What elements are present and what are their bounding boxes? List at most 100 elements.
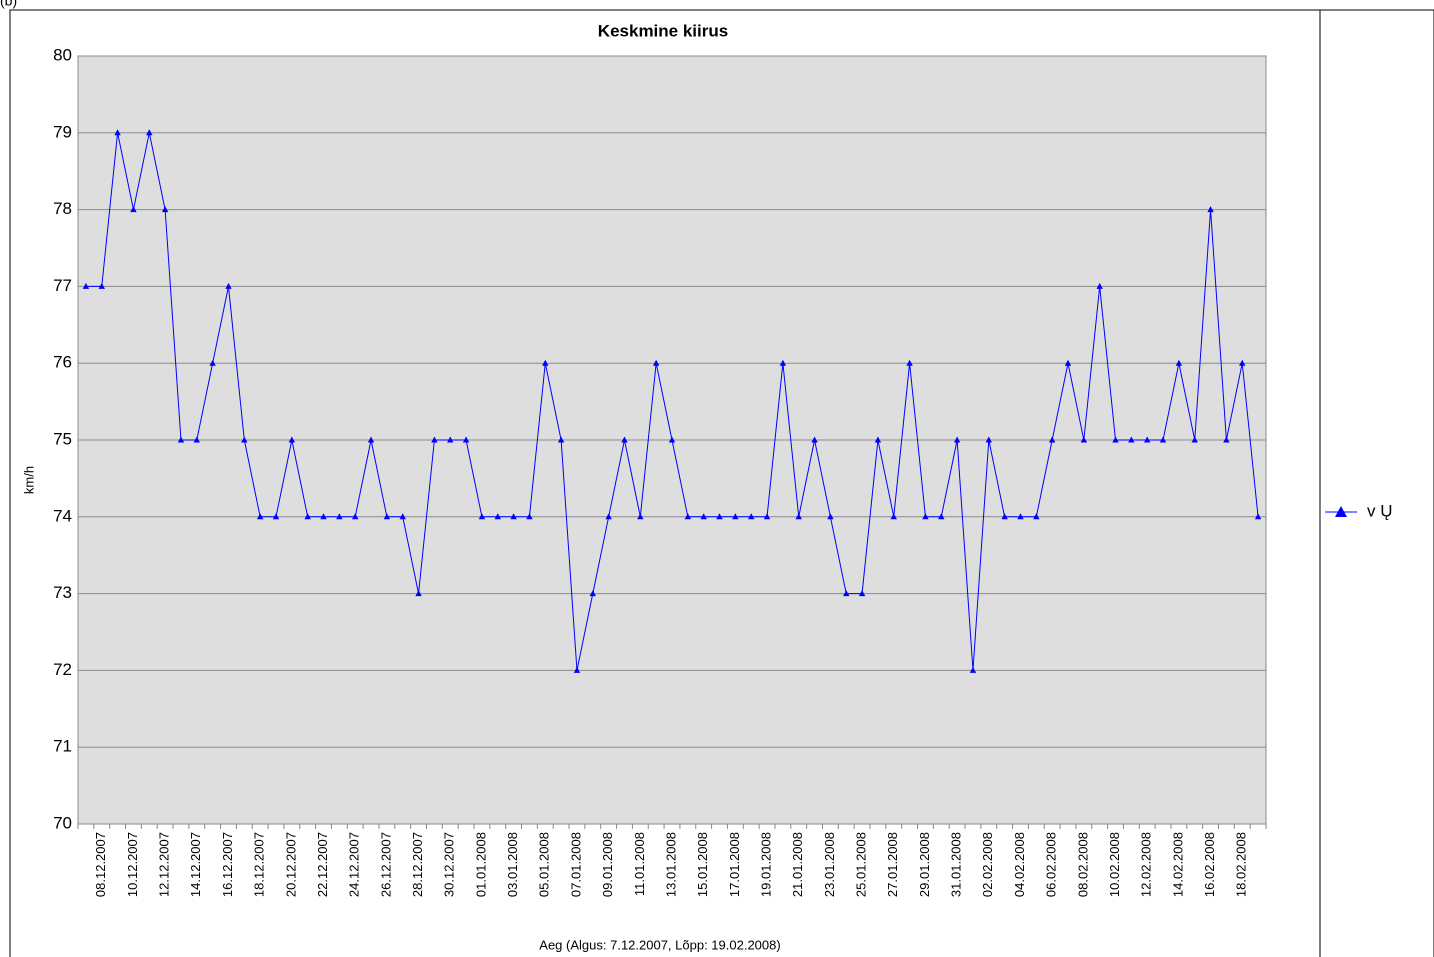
point-marker [890,513,897,520]
x-tick-label: 21.01.2008 [790,832,805,897]
point-marker [161,206,169,213]
point-marker [637,513,644,520]
y-tick-label: 78 [53,199,72,218]
y-tick-label: 73 [53,583,72,602]
x-tick-label: 10.02.2008 [1107,832,1122,897]
y-tick-label: 71 [53,737,72,756]
point-marker [1191,436,1198,443]
point-marker [146,129,153,136]
point-marker [225,282,232,289]
point-marker [589,590,596,597]
point-marker [621,436,628,443]
point-marker [858,590,866,597]
point-marker [605,513,612,520]
chart-title: Keskmine kiirus [598,21,728,40]
x-tick-label: 11.01.2008 [632,832,647,896]
panel-label: (b) [0,0,17,9]
x-tick-label: 12.12.2007 [157,832,172,897]
y-tick-label: 77 [53,276,72,295]
point-marker [288,436,296,443]
point-marker [130,206,137,213]
point-marker [652,359,660,366]
point-marker [336,513,343,520]
x-tick-label: 17.01.2008 [727,832,742,897]
x-tick-label: 27.01.2008 [885,832,900,897]
x-tick-label: 06.02.2008 [1044,832,1059,897]
x-tick-label: 10.12.2007 [125,832,140,897]
point-marker [953,436,961,443]
frame [9,9,1434,957]
point-marker [938,513,945,520]
point-marker [526,513,533,520]
y-tick-label: 75 [53,429,72,448]
point-marker [795,513,802,520]
point-marker [1207,206,1214,213]
x-tick-label: 16.12.2007 [220,832,235,897]
point-marker [241,436,248,443]
point-marker [557,436,565,443]
point-marker [114,129,121,136]
point-marker [1112,436,1119,443]
y-tick-label: 80 [53,45,72,64]
point-marker [478,513,486,520]
point-marker [209,359,216,366]
point-marker [684,513,692,520]
point-marker [1144,436,1151,443]
x-tick-label: 08.12.2007 [93,832,108,897]
point-marker [1096,282,1103,289]
x-tick-label: 26.12.2007 [378,832,393,897]
point-marker [668,436,676,443]
point-marker [1239,359,1246,366]
x-tick-label: 24.12.2007 [347,832,362,897]
x-tick-label: 04.02.2008 [1012,832,1027,897]
x-tick-label: 16.02.2008 [1202,832,1217,897]
x-tick-label: 07.01.2008 [568,832,583,897]
x-tick-label: 08.02.2008 [1075,832,1090,897]
point-marker [1128,436,1135,443]
point-marker [874,436,882,443]
point-marker [1080,436,1088,443]
point-marker [1001,513,1008,520]
x-tick-label: 28.12.2007 [410,832,425,897]
point-marker [1223,436,1230,443]
point-marker [542,359,549,366]
point-marker [177,436,185,443]
legend-marker [1335,506,1347,517]
x-tick-label: 18.12.2007 [252,832,267,897]
point-marker [193,436,200,443]
x-tick-label: 01.01.2008 [473,832,488,897]
y-tick-label: 72 [53,660,72,679]
x-tick-label: 12.02.2008 [1139,832,1154,897]
point-marker [1159,436,1167,443]
legend-label: v Ų [1367,501,1393,520]
x-tick-label: 30.12.2007 [442,832,457,897]
point-marker [732,513,739,520]
point-marker [716,513,723,520]
point-marker [320,513,327,520]
point-marker [272,513,280,520]
x-tick-label: 14.02.2008 [1170,832,1185,897]
y-tick-label: 79 [53,122,72,141]
point-marker [431,436,438,443]
point-marker [763,513,771,520]
point-marker [1175,359,1183,366]
x-tick-label: 29.01.2008 [917,832,932,897]
x-tick-label: 23.01.2008 [822,832,837,897]
point-marker [985,436,992,443]
point-marker [779,359,787,366]
x-tick-label: 05.01.2008 [537,832,552,897]
x-tick-label: 14.12.2007 [188,832,203,897]
point-marker [367,436,375,443]
point-marker [510,513,517,520]
point-marker [843,590,850,597]
point-marker [447,436,454,443]
x-tick-label: 20.12.2007 [283,832,298,897]
y-tick-label: 74 [53,506,72,525]
y-axis-label: km/h [21,466,36,494]
point-marker [1048,436,1056,443]
x-tick-label: 15.01.2008 [695,832,710,897]
x-tick-label: 09.01.2008 [600,832,615,897]
point-marker [304,513,311,520]
point-marker [1033,513,1040,520]
